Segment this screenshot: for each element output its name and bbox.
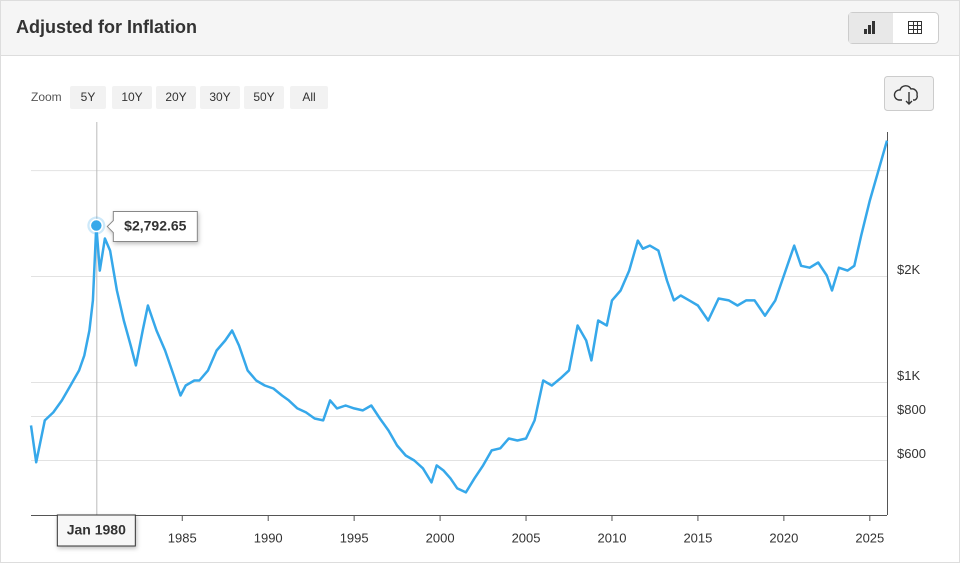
x-tick-label: 2005 <box>512 530 541 545</box>
download-icon <box>893 85 918 105</box>
icon <box>864 29 867 34</box>
x-tick-label: 1995 <box>340 530 369 545</box>
zoom-label: Zoom <box>31 90 62 104</box>
series-line <box>29 140 889 494</box>
x-tick-label: 2025 <box>855 530 884 545</box>
tooltip-value: $2,792.65 <box>124 217 186 233</box>
zoom-button[interactable] <box>290 86 328 109</box>
zoom-button[interactable] <box>70 86 106 109</box>
tooltip-box <box>106 211 198 243</box>
view-toggle[interactable] <box>848 12 939 44</box>
zoom-button[interactable] <box>200 86 240 109</box>
x-tick-label: 1985 <box>168 530 197 545</box>
x-tick-label: 1990 <box>254 530 283 545</box>
zoom-button-label[interactable]: 10Y <box>121 90 142 104</box>
zoom-button-label[interactable]: 20Y <box>165 90 186 104</box>
hover-point <box>89 218 104 233</box>
y-tick-label: $2K <box>897 262 920 277</box>
x-tooltip-box <box>56 514 136 547</box>
zoom-button[interactable] <box>112 86 152 109</box>
x-tooltip-label: Jan 1980 <box>67 522 126 538</box>
x-tick-label: 2015 <box>683 530 712 545</box>
title: Adjusted for Inflation <box>16 17 197 37</box>
zoom-button-label[interactable]: 30Y <box>209 90 230 104</box>
header-bar <box>0 0 960 56</box>
y-tick-label: $800 <box>897 402 926 417</box>
zoom-button-label[interactable]: 50Y <box>253 90 274 104</box>
zoom-button[interactable] <box>244 86 284 109</box>
icon <box>868 25 871 34</box>
x-tick-label: 2010 <box>598 530 627 545</box>
icon <box>872 21 875 34</box>
table-icon[interactable] <box>908 21 922 34</box>
x-tick-label: 2020 <box>769 530 798 545</box>
y-tick-label: $600 <box>897 446 926 461</box>
x-tick-label: 2000 <box>426 530 455 545</box>
zoom-button-label[interactable]: All <box>302 90 315 104</box>
zoom-button[interactable] <box>156 86 196 109</box>
zoom-button-label[interactable]: 5Y <box>81 90 96 104</box>
y-tick-label: $1K <box>897 368 920 383</box>
